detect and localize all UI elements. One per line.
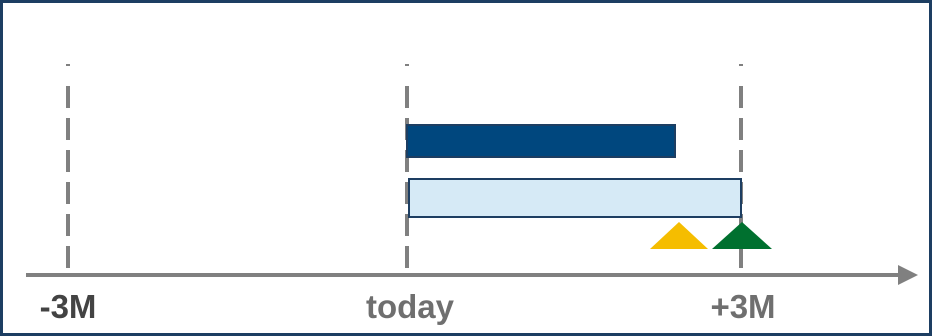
tick-label-minus-3m: -3M	[40, 288, 97, 325]
tick-label-plus-3m: +3M	[710, 288, 775, 325]
green-marker	[712, 222, 772, 249]
time-axis-arrowhead	[898, 265, 918, 285]
light-bar	[408, 178, 742, 218]
dark-bar	[406, 124, 676, 158]
yellow-marker	[650, 222, 708, 249]
tick-label-today: today	[366, 288, 455, 325]
